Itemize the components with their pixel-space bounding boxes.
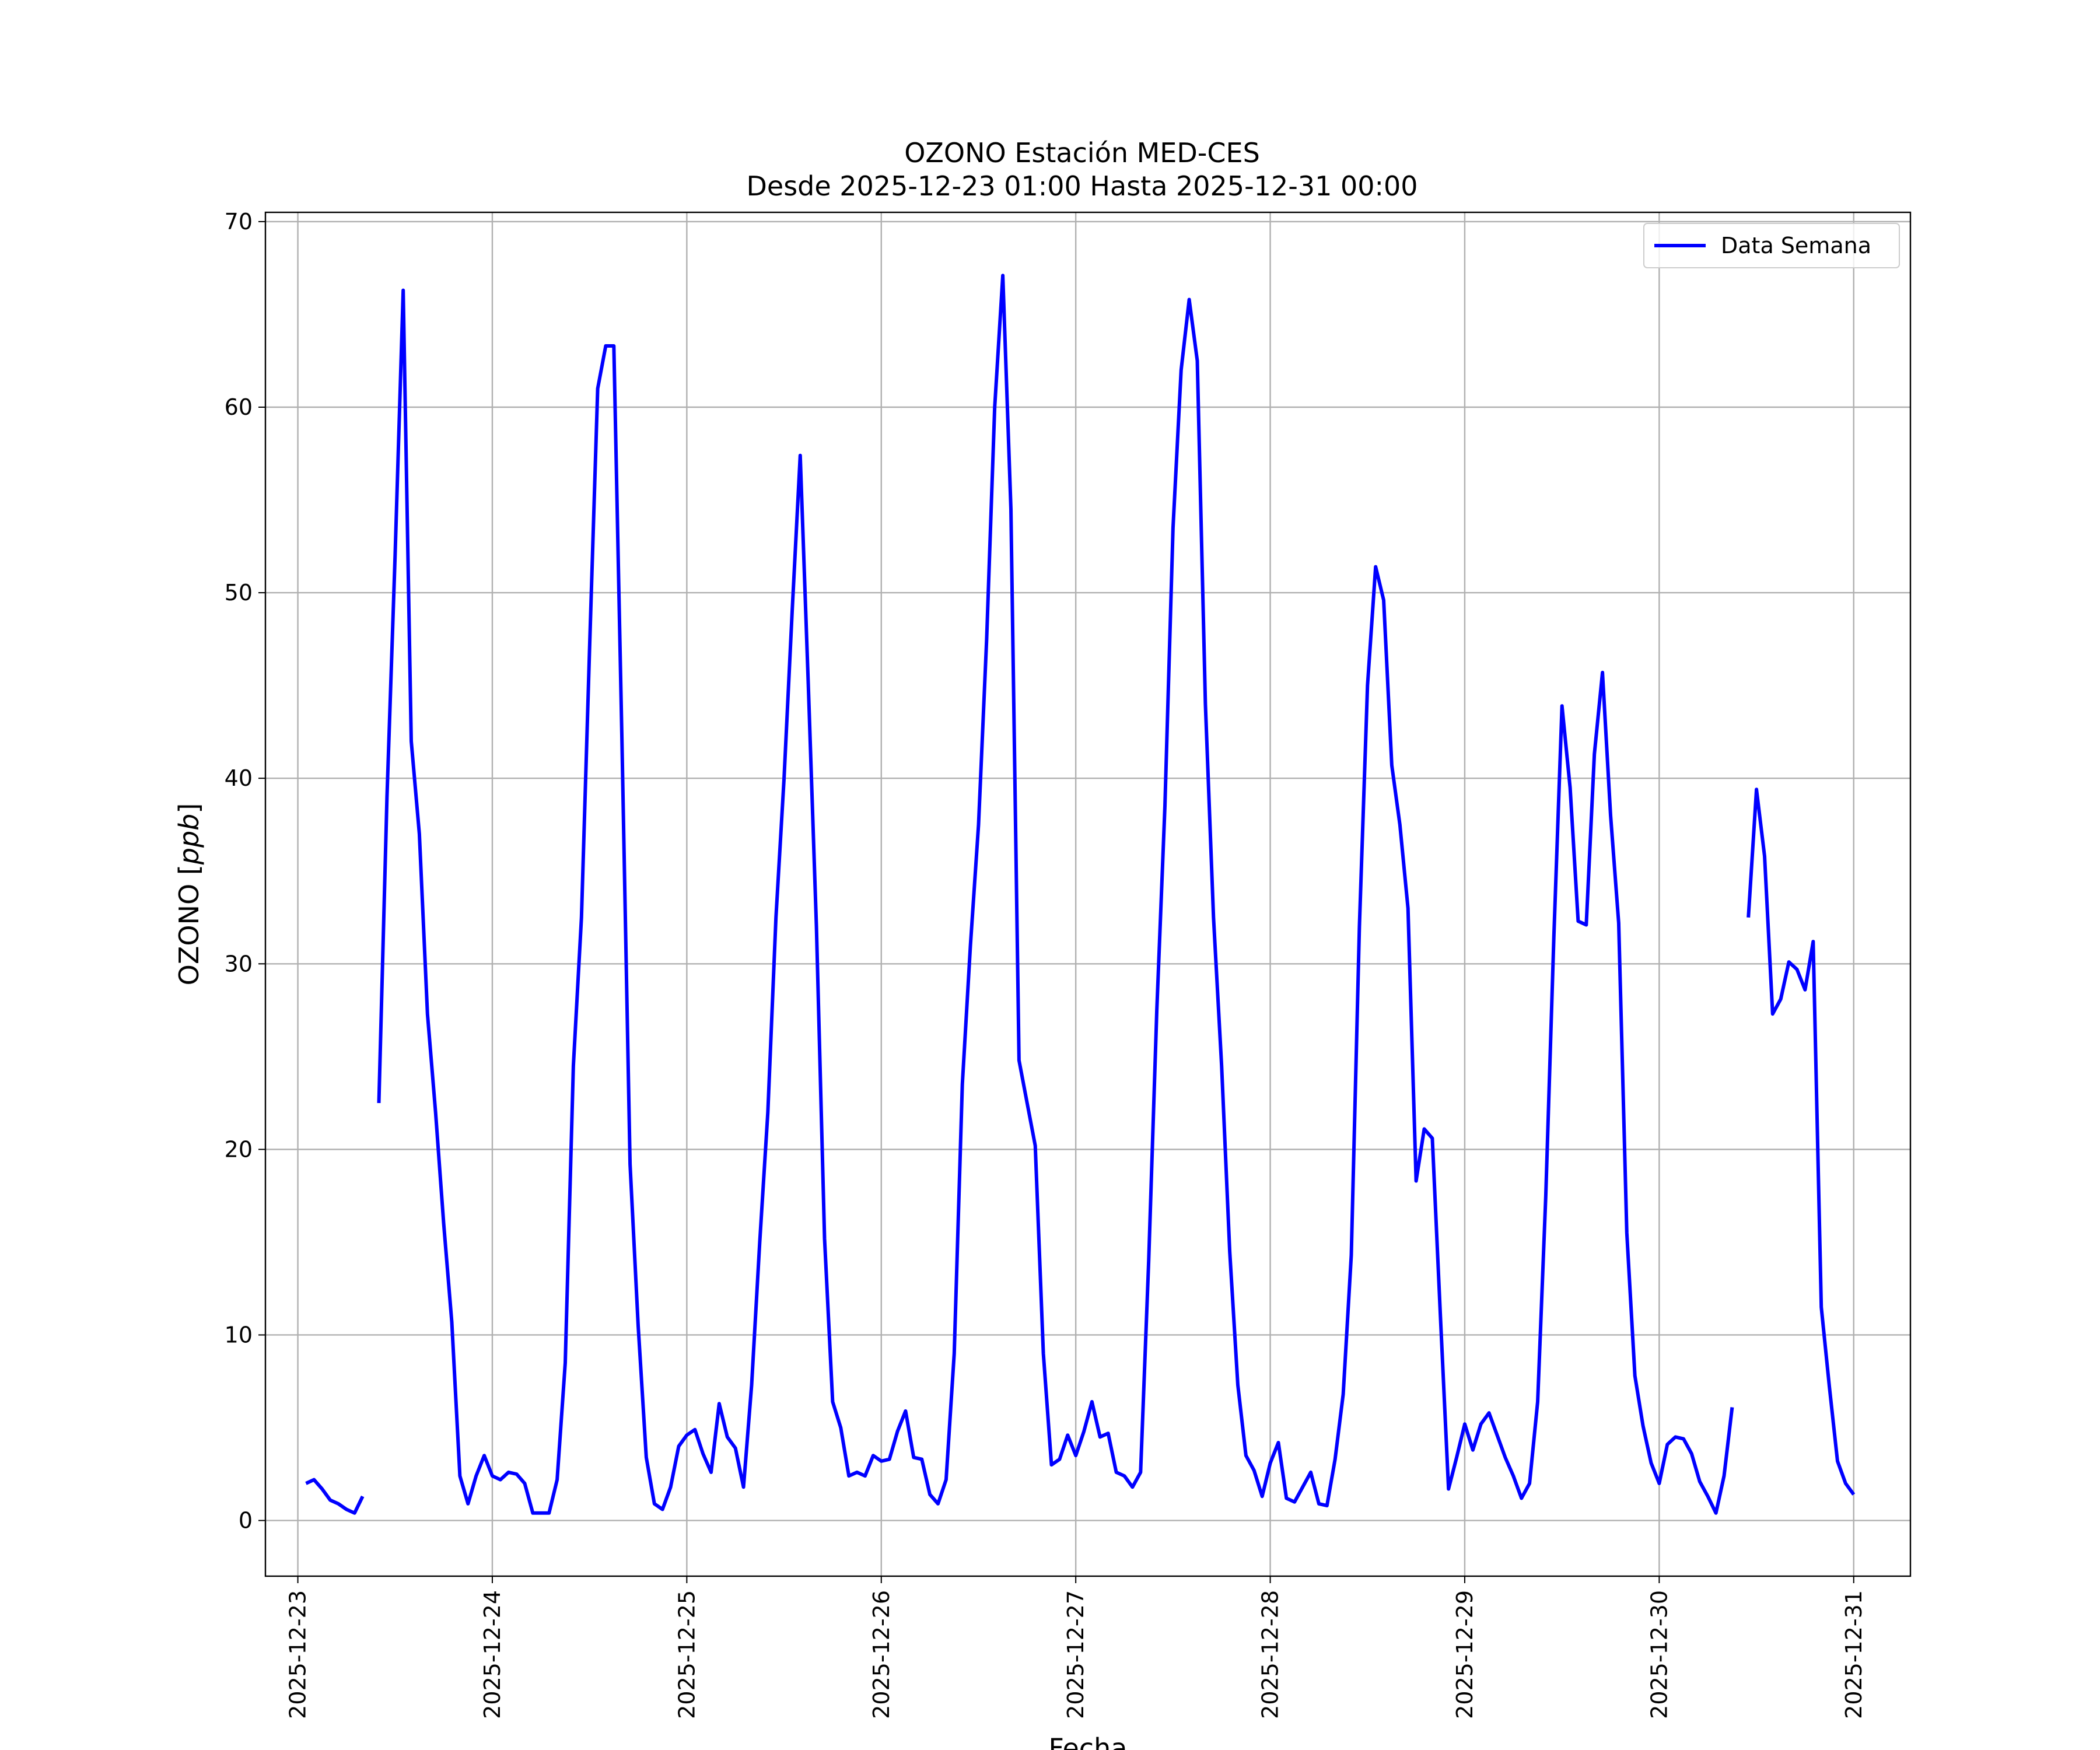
legend-label: Data Semana [1721, 233, 1871, 258]
y-tick-label: 30 [225, 951, 253, 977]
x-tick-label: 2025-12-28 [1258, 1590, 1283, 1719]
x-tick-label: 2025-12-23 [285, 1590, 311, 1719]
chart-subtitle: Desde 2025-12-23 01:00 Hasta 2025-12-31 … [746, 170, 1418, 202]
y-axis-label-suffix: ] [173, 803, 205, 814]
x-tick-label: 2025-12-24 [480, 1590, 505, 1719]
y-axis-ticks: 0 10 20 30 40 50 60 70 [225, 209, 265, 1534]
y-tick-label: 70 [225, 209, 253, 235]
legend-box [1643, 223, 1900, 268]
y-tick-label: 10 [225, 1322, 253, 1348]
x-tick-label: 2025-12-31 [1841, 1590, 1867, 1719]
chart-title: OZONO Estación MED-CES [904, 137, 1260, 169]
series-group [305, 274, 1856, 1515]
x-tick-label: 2025-12-25 [674, 1590, 699, 1719]
x-tick-label: 2025-12-27 [1063, 1590, 1088, 1719]
y-tick-label: 40 [225, 765, 253, 791]
series-line-segment [305, 1478, 365, 1515]
y-axis-label-prefix: OZONO [ [173, 864, 205, 985]
y-tick-label: 60 [225, 394, 253, 420]
y-gridlines [265, 220, 1910, 1521]
series-line-segment [1746, 788, 1856, 1496]
series-line-segment [377, 274, 1734, 1515]
x-axis-label: Fecha [1049, 1732, 1128, 1750]
x-tick-label: 2025-12-29 [1452, 1590, 1478, 1719]
x-gridlines [297, 212, 1854, 1576]
x-axis-ticks: 2025-12-23 2025-12-24 2025-12-25 2025-12-26… [285, 1576, 1867, 1719]
y-tick-label: 0 [239, 1508, 253, 1534]
x-tick-label: 2025-12-26 [869, 1590, 894, 1719]
legend: Data Semana [1643, 223, 1900, 268]
y-axis-label: OZONO [ppb] [173, 803, 205, 986]
y-tick-label: 50 [225, 580, 253, 606]
y-tick-label: 20 [225, 1136, 253, 1162]
plot-frame [264, 211, 1912, 1577]
y-axis-label-unit: ppb [173, 814, 205, 866]
x-tick-label: 2025-12-30 [1646, 1590, 1672, 1719]
